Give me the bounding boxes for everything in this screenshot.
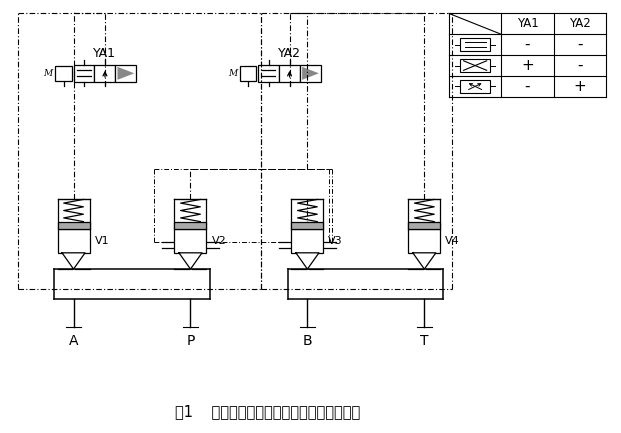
Text: -: - <box>577 37 582 52</box>
Bar <box>460 39 491 51</box>
Polygon shape <box>413 253 436 269</box>
Text: M: M <box>228 69 237 78</box>
Bar <box>175 222 207 229</box>
Bar <box>291 222 324 229</box>
Bar <box>58 222 89 229</box>
Text: P: P <box>186 334 194 349</box>
Text: -: - <box>525 79 530 94</box>
Text: YA2: YA2 <box>569 17 591 30</box>
Polygon shape <box>302 67 319 80</box>
Text: +: + <box>521 58 534 73</box>
Bar <box>73 65 94 82</box>
Text: YA2: YA2 <box>278 47 301 60</box>
Bar <box>258 65 279 82</box>
Polygon shape <box>179 253 202 269</box>
Polygon shape <box>62 253 85 269</box>
Text: A: A <box>69 334 78 349</box>
Text: -: - <box>577 58 582 73</box>
Text: 图1    插装式三位四通电磁换向阀工作原理图: 图1 插装式三位四通电磁换向阀工作原理图 <box>175 404 360 420</box>
Bar <box>175 229 207 253</box>
Text: YA1: YA1 <box>93 47 117 60</box>
Bar <box>116 65 137 82</box>
Text: -: - <box>525 37 530 52</box>
Text: B: B <box>302 334 312 349</box>
Bar <box>460 59 491 72</box>
Text: V1: V1 <box>94 236 109 246</box>
Bar <box>58 229 89 253</box>
Text: M: M <box>43 69 52 78</box>
Text: +: + <box>573 79 586 94</box>
Polygon shape <box>117 67 134 80</box>
Bar <box>300 65 321 82</box>
Text: V3: V3 <box>329 236 343 246</box>
Text: T: T <box>420 334 428 349</box>
Bar <box>291 229 324 253</box>
Bar <box>55 66 71 81</box>
Text: YA1: YA1 <box>517 17 538 30</box>
Bar <box>409 222 440 229</box>
Text: V2: V2 <box>211 236 226 246</box>
Bar <box>94 65 116 82</box>
Bar <box>240 66 256 81</box>
Polygon shape <box>296 253 319 269</box>
Text: V4: V4 <box>445 236 460 246</box>
Bar <box>409 229 440 253</box>
Bar <box>279 65 300 82</box>
Bar <box>460 80 491 93</box>
